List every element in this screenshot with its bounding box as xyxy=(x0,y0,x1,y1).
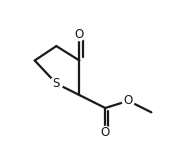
Circle shape xyxy=(73,29,85,41)
Text: O: O xyxy=(75,28,84,41)
Circle shape xyxy=(99,126,111,139)
Text: O: O xyxy=(101,126,110,139)
Text: O: O xyxy=(124,94,133,107)
Circle shape xyxy=(122,95,134,107)
Text: S: S xyxy=(53,77,60,90)
Circle shape xyxy=(50,77,63,90)
